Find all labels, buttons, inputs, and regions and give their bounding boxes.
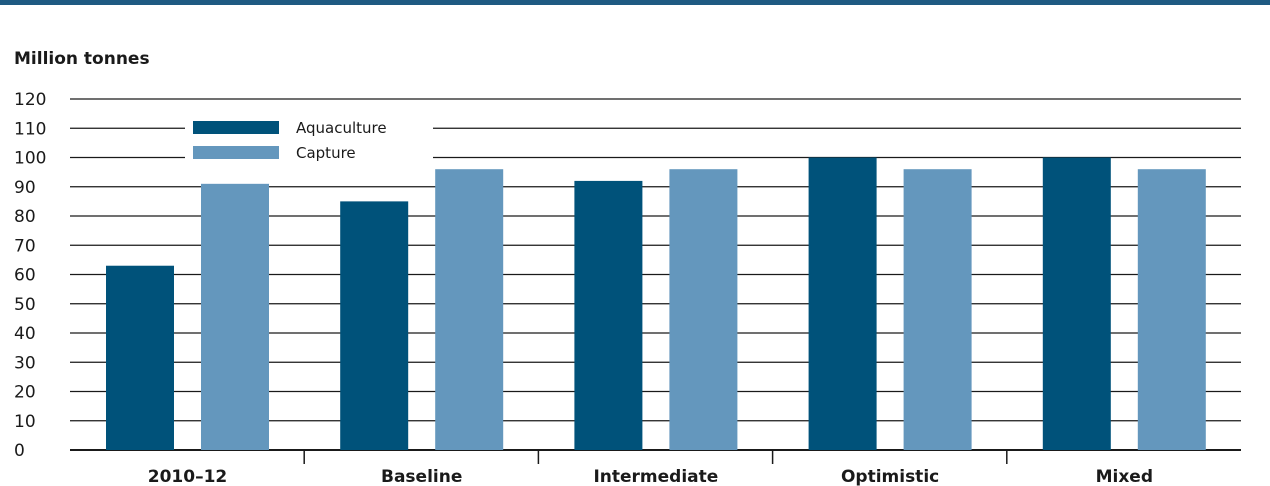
bar-aquaculture-0 xyxy=(106,265,174,450)
bar-capture-2 xyxy=(669,169,738,450)
top-rule xyxy=(0,0,1270,5)
x-tick-label: Intermediate xyxy=(593,467,718,486)
y-tick-label: 0 xyxy=(14,441,25,461)
bar-aquaculture-1 xyxy=(340,201,409,450)
y-tick-label: 20 xyxy=(14,383,36,403)
y-tick-label: 40 xyxy=(14,324,36,344)
legend-swatch-capture xyxy=(193,146,279,159)
y-tick-label: 110 xyxy=(14,119,46,139)
y-tick-label: 90 xyxy=(14,178,36,198)
legend-swatch-aquaculture xyxy=(193,121,279,134)
y-tick-label: 120 xyxy=(14,90,46,110)
y-tick-label: 70 xyxy=(14,236,36,256)
y-axis-label: Million tonnes xyxy=(14,49,150,69)
bar-capture-0 xyxy=(201,183,269,450)
x-axis: 2010–12 Baseline Intermediate Optimistic Mix… xyxy=(148,450,1153,486)
y-tick-label: 30 xyxy=(14,353,36,373)
x-tick-label: Baseline xyxy=(381,467,462,486)
y-tick-labels: 0 10 20 30 40 50 60 70 80 90 100 110 120 xyxy=(14,90,46,461)
y-tick-label: 60 xyxy=(14,266,36,286)
bar-capture-1 xyxy=(435,169,504,450)
x-tick-label: 2010–12 xyxy=(148,467,227,486)
y-tick-label: 10 xyxy=(14,412,36,432)
legend-label-aquaculture: Aquaculture xyxy=(296,119,387,137)
legend-label-capture: Capture xyxy=(296,144,356,162)
y-tick-label: 50 xyxy=(14,295,36,315)
legend: Aquaculture Capture xyxy=(185,114,433,166)
x-tick-label: Mixed xyxy=(1096,467,1153,486)
y-tick-label: 80 xyxy=(14,207,36,227)
bars xyxy=(106,157,1206,450)
x-tick-label: Optimistic xyxy=(841,467,939,486)
bar-capture-3 xyxy=(903,169,972,450)
bar-aquaculture-3 xyxy=(808,157,877,450)
y-tick-label: 100 xyxy=(14,149,46,169)
bar-capture-4 xyxy=(1137,169,1206,450)
bar-aquaculture-2 xyxy=(574,180,643,450)
bar-aquaculture-4 xyxy=(1042,157,1111,450)
